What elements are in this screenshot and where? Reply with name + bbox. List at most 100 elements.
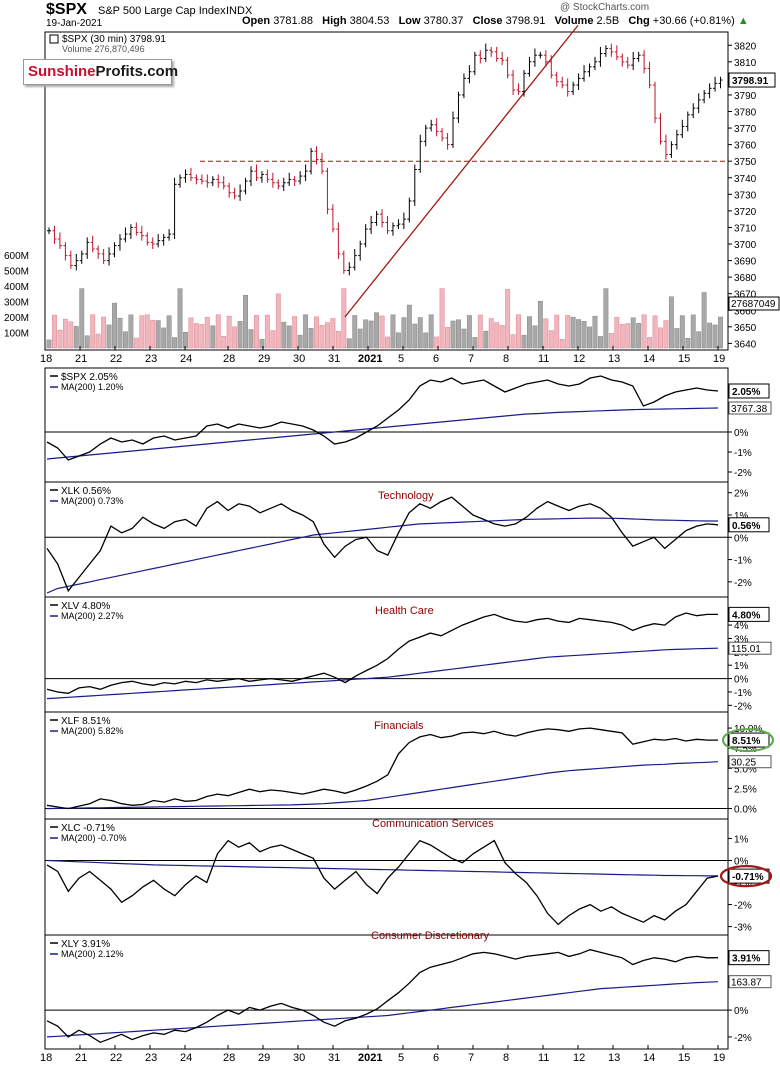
price-bar xyxy=(456,91,461,124)
volume-bar xyxy=(423,332,429,349)
last-value-label: 3.91% xyxy=(732,954,760,965)
volume-bar xyxy=(281,321,287,349)
price-bar xyxy=(396,219,401,230)
price-bar xyxy=(210,176,215,187)
x-tick-label: 30 xyxy=(293,353,305,365)
price-bar xyxy=(117,234,122,251)
price-bar xyxy=(401,212,406,230)
y-tick-label: -1% xyxy=(734,688,752,699)
volume-bar xyxy=(510,334,516,349)
price-bar xyxy=(483,43,488,62)
volume-bar xyxy=(679,315,685,349)
x-tick-label: 21 xyxy=(75,1052,87,1064)
exchange: INDX xyxy=(226,5,253,17)
legend-label: XLY 3.91% xyxy=(61,939,110,950)
price-bar xyxy=(592,56,597,71)
price-bar xyxy=(674,129,679,150)
x-tick-label: 28 xyxy=(223,353,235,365)
volume-bar xyxy=(357,328,363,349)
value-line xyxy=(46,375,719,461)
price-bar xyxy=(178,174,183,188)
trendline xyxy=(344,24,579,318)
price-bar xyxy=(139,225,144,241)
volume-bar xyxy=(592,315,598,349)
ma-value-box xyxy=(728,641,772,655)
price-bar xyxy=(440,128,445,142)
volume-bar xyxy=(57,329,63,349)
legend-label: XLC -0.71% xyxy=(61,823,115,834)
price-tick-label: 3700 xyxy=(734,240,757,251)
x-tick-label: 7 xyxy=(468,353,474,365)
price-bar xyxy=(194,174,199,185)
price-bar xyxy=(74,253,79,271)
x-tick-label: 30 xyxy=(293,1052,305,1064)
price-bar xyxy=(183,169,188,183)
x-tick-label: 14 xyxy=(643,353,655,365)
volume-bar xyxy=(286,325,292,349)
y-tick-label: -2% xyxy=(734,578,752,589)
y-tick-label: -2% xyxy=(734,468,752,479)
volume-bar xyxy=(439,288,445,349)
last-value-box xyxy=(728,606,770,622)
price-bar xyxy=(571,81,576,95)
x-tick-label: 29 xyxy=(258,1052,270,1064)
date: 19-Jan-2021 xyxy=(46,18,103,29)
price-bar xyxy=(52,225,57,244)
price-panel-frame xyxy=(44,31,729,351)
volume-bar xyxy=(434,336,440,349)
price-bar xyxy=(653,81,658,124)
price-bar xyxy=(511,70,516,95)
x-tick-label: 18 xyxy=(40,1052,52,1064)
panel-frame-xlk xyxy=(44,481,729,598)
volume-bar xyxy=(319,325,325,349)
x-tick-label: 6 xyxy=(433,353,439,365)
volume-bar xyxy=(668,296,674,349)
volume-bar xyxy=(597,336,603,349)
ma-legend-label: MA(200) 1.20% xyxy=(61,382,124,392)
volume-bar xyxy=(183,332,188,349)
panel-frame-xlv xyxy=(44,596,729,713)
price-bar xyxy=(467,65,472,84)
volume-tick-label: 200M xyxy=(4,313,29,324)
value-line xyxy=(46,949,719,1044)
price-tick-label: 3780 xyxy=(734,108,757,119)
volume-bar xyxy=(248,329,254,349)
price-bar xyxy=(625,56,630,69)
volume-bar xyxy=(330,318,336,349)
volume-bar xyxy=(461,328,467,349)
price-bar xyxy=(227,182,232,198)
price-bar xyxy=(243,177,248,195)
price-tick-label: 3760 xyxy=(734,141,757,152)
y-tick-label: 3% xyxy=(734,634,749,645)
x-tick-label: 23 xyxy=(145,1052,157,1064)
price-bar xyxy=(123,227,128,243)
volume-bar xyxy=(270,330,276,349)
ma-value-label: 30.25 xyxy=(731,758,756,769)
price-tick-label: 3670 xyxy=(734,290,757,301)
volume-bar xyxy=(527,316,532,349)
price-bar xyxy=(505,56,510,79)
volume-bar xyxy=(84,335,90,349)
price-tick-label: 3650 xyxy=(734,323,757,334)
panel-frame-xlc xyxy=(44,818,729,936)
volume-bar xyxy=(658,327,663,349)
price-tick-label: 3730 xyxy=(734,190,757,201)
price-bar xyxy=(516,83,521,95)
value-line xyxy=(46,839,719,926)
price-legend-icon xyxy=(49,34,59,44)
last-value-label: -0.71% xyxy=(732,872,764,883)
volume-bar xyxy=(117,317,123,349)
volume-bar xyxy=(232,326,238,349)
y-tick-label: -2% xyxy=(734,901,752,912)
x-tick-label: 23 xyxy=(145,353,157,365)
price-bar xyxy=(314,146,319,165)
volume-bar xyxy=(647,337,653,349)
volume-bar xyxy=(352,315,358,349)
volume-bar xyxy=(264,314,270,349)
price-tick-label: 3660 xyxy=(734,306,757,317)
volume-bar xyxy=(243,294,248,349)
volume-bar xyxy=(341,288,347,349)
price-bar xyxy=(309,147,314,175)
volume-bar xyxy=(614,317,620,349)
volume-bar xyxy=(690,314,696,349)
